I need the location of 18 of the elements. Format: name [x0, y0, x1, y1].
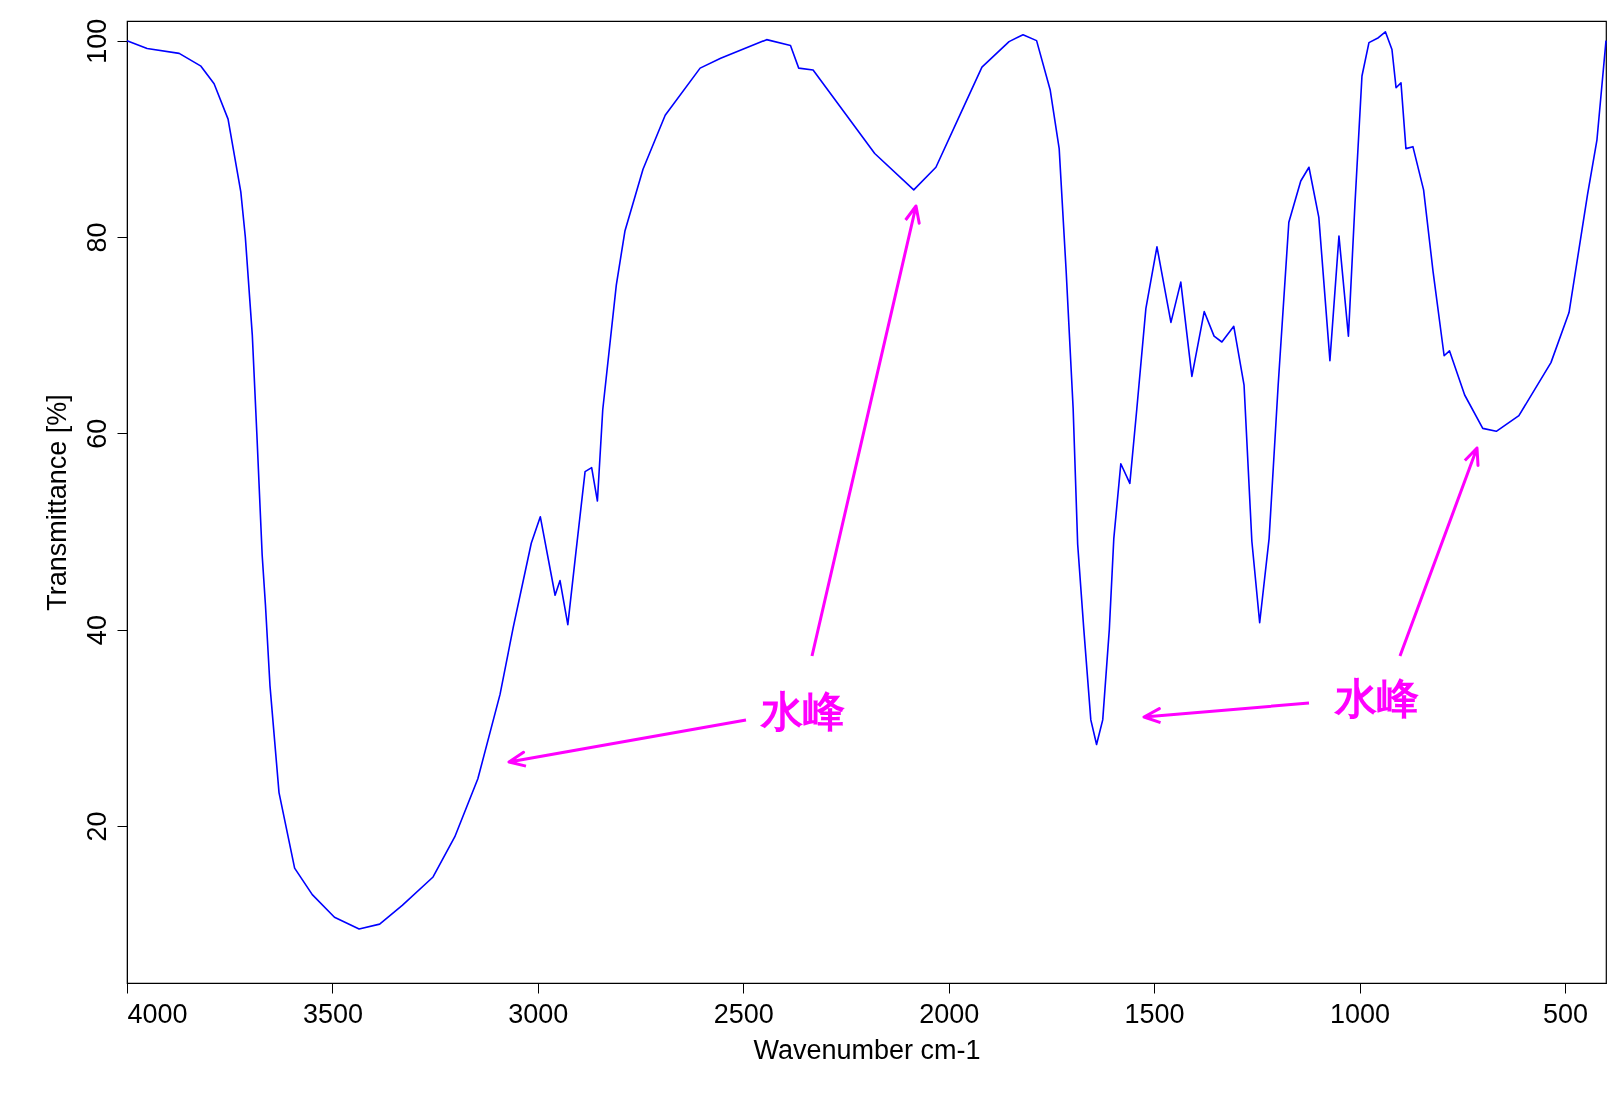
x-tick-label: 2500 [713, 998, 774, 1029]
y-tick-label: 60 [81, 418, 112, 449]
y-tick-label: 80 [81, 222, 112, 253]
y-tick-label: 40 [81, 615, 112, 646]
y-tick-label: 20 [81, 811, 112, 842]
x-tick-label: 2000 [919, 998, 980, 1029]
annotation: 水峰 [1333, 674, 1419, 723]
y-tick-label: 100 [81, 18, 112, 64]
y-axis-title: Transmittance [%] [41, 394, 72, 611]
annotation: 水峰 [759, 687, 845, 736]
x-tick-label: 3500 [302, 998, 363, 1029]
x-tick-label: 3000 [508, 998, 569, 1029]
x-tick-label: 4000 [127, 998, 188, 1029]
x-tick-label: 1000 [1329, 998, 1391, 1029]
x-axis-title: Wavenumber cm-1 [753, 1034, 981, 1065]
x-tick-label: 500 [1542, 998, 1588, 1029]
x-tick-label: 1500 [1124, 998, 1185, 1029]
line-series [126, 31, 1607, 930]
